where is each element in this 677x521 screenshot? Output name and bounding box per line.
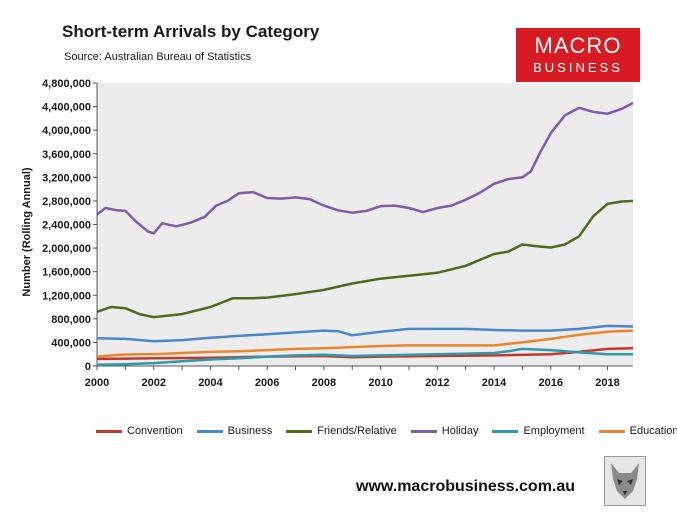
- y-tick-label: 800,000: [51, 314, 91, 326]
- x-tick-label: 2008: [312, 377, 336, 389]
- legend-item-education: Education: [598, 425, 677, 437]
- x-tick-label: 2016: [539, 377, 563, 389]
- legend-item-holiday: Holiday: [410, 425, 479, 437]
- legend-swatch: [598, 429, 625, 433]
- plot-area: [97, 83, 633, 366]
- legend-swatch: [96, 429, 122, 433]
- y-axis-label: Number (Rolling Annual): [21, 167, 33, 296]
- legend-item-friends-relative: Friends/Relative: [286, 425, 397, 437]
- y-tick-label: 2,400,000: [42, 220, 91, 232]
- logo-line-2: BUSINESS: [533, 60, 623, 75]
- series-line-education: [96, 329, 634, 358]
- legend-swatch: [492, 429, 519, 433]
- fox-logo-icon: [604, 456, 646, 506]
- legend-item-convention: Convention: [96, 425, 183, 437]
- x-tick-label: 2000: [85, 377, 109, 389]
- legend-label: Business: [227, 425, 273, 437]
- logo-line-1: MACRO: [534, 33, 622, 58]
- y-tick-label: 400,000: [51, 337, 91, 349]
- legend-label: Convention: [127, 425, 183, 437]
- y-tick-label: 4,800,000: [42, 78, 91, 90]
- y-tick-label: 2,800,000: [42, 196, 91, 208]
- series-line-friends-relative: [96, 199, 634, 319]
- series-line-holiday: [96, 101, 634, 235]
- legend-swatch: [286, 429, 313, 433]
- y-tick-label: 3,200,000: [42, 172, 91, 184]
- x-tick-label: 2002: [141, 377, 165, 389]
- series-line-employment: [96, 347, 633, 367]
- y-tick-label: 4,000,000: [42, 125, 91, 137]
- y-tick-label: 4,400,000: [42, 102, 91, 114]
- y-tick-label: 3,600,000: [42, 149, 91, 161]
- chart-legend: Convention Business Friends/Relative Holida…: [96, 425, 677, 437]
- chart-title: Short-term Arrivals by Category: [62, 22, 320, 41]
- y-tick-label: 0: [85, 361, 91, 373]
- x-tick-label: 2014: [482, 377, 507, 389]
- legend-swatch: [410, 429, 437, 433]
- axes: 0 400,000 800,000 1,200,000 1,600,000 2,000,0…: [42, 78, 633, 389]
- series-lines: [96, 101, 634, 367]
- website-url: www.macrobusiness.com.au: [356, 478, 576, 495]
- x-tick-label: 2006: [255, 377, 279, 389]
- legend-label: Friends/Relative: [317, 425, 397, 437]
- chart-source: Source: Australian Bureau of Statistics: [64, 51, 252, 63]
- x-tick-label: 2010: [368, 377, 392, 389]
- y-tick-label: 1,200,000: [42, 290, 91, 302]
- x-tick-label: 2012: [425, 377, 449, 389]
- y-tick-label: 2,000,000: [42, 243, 91, 255]
- macrobusiness-logo: MACRO BUSINESS: [516, 28, 640, 82]
- legend-item-business: Business: [196, 425, 273, 437]
- y-tick-label: 1,600,000: [42, 267, 91, 279]
- x-tick-label: 2004: [198, 377, 223, 389]
- legend-swatch: [196, 429, 223, 433]
- legend-label: Education: [629, 425, 677, 437]
- legend-item-employment: Employment: [492, 425, 585, 437]
- legend-label: Employment: [523, 425, 585, 437]
- legend-label: Holiday: [441, 425, 479, 437]
- series-line-business: [96, 324, 634, 343]
- x-tick-label: 2018: [595, 377, 619, 389]
